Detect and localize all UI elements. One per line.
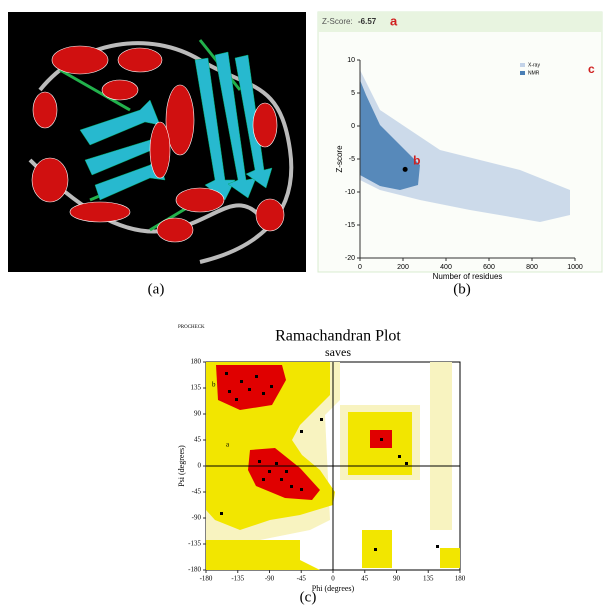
zscore-header: Z-Score: (322, 17, 353, 26)
y-tick-label: 5 (351, 90, 355, 97)
x-tick-label: 600 (483, 264, 495, 271)
zscore-clouds (360, 70, 570, 222)
panel-caption: (c) (300, 589, 317, 605)
region-label: b (212, 381, 216, 389)
legend-marker: c (588, 62, 595, 76)
rama-subtitle: saves (325, 345, 351, 359)
y-axis-label: Psi (degrees) (177, 445, 186, 487)
legend-label: NMR (528, 70, 540, 76)
legend-swatch (520, 71, 525, 75)
y-tick-label: 0 (198, 462, 202, 470)
y-tick-label: -180 (188, 566, 201, 574)
legend-label: X-ray (528, 62, 540, 68)
y-tick-label: -5 (349, 156, 355, 163)
panel-b-header (318, 12, 602, 32)
y-tick-label: -10 (345, 189, 355, 196)
x-tick-label: 200 (397, 264, 409, 271)
y-tick-label: 45 (194, 436, 202, 444)
y-tick-label: -135 (188, 540, 201, 548)
rama-title: Ramachandran Plot (275, 328, 401, 345)
y-tick-label: 0 (351, 123, 355, 130)
panel-caption: (b) (453, 281, 471, 297)
zscore-value: -6.57 (358, 17, 377, 26)
protein-structure (8, 12, 306, 272)
y-axis-label: Z-score (335, 145, 344, 173)
x-tick-label: 90 (393, 575, 401, 583)
y-tick-label: -90 (192, 514, 202, 522)
y-tick-label: 90 (194, 410, 202, 418)
x-tick-label: -90 (265, 575, 275, 583)
program-name: PROCHECK (178, 325, 205, 330)
panel-marker: a (390, 13, 398, 28)
y-tick-label: 180 (191, 358, 202, 366)
legend-swatch (520, 63, 525, 67)
x-tick-label: 800 (526, 264, 538, 271)
x-tick-label: 45 (361, 575, 369, 583)
y-tick-label: -15 (345, 222, 355, 229)
region-label: a (226, 441, 230, 449)
x-tick-label: 1000 (567, 264, 583, 271)
y-tick-label: -45 (192, 488, 202, 496)
x-tick-label: -45 (297, 575, 307, 583)
x-tick-label: 0 (358, 264, 362, 271)
y-tick-label: -20 (345, 255, 355, 262)
x-tick-label: 135 (423, 575, 434, 583)
panel-caption: (a) (148, 281, 165, 297)
x-tick-label: 0 (331, 575, 335, 583)
point-label: b (413, 154, 420, 168)
x-tick-label: -135 (231, 575, 244, 583)
y-tick-label: 135 (191, 384, 202, 392)
x-tick-label: 400 (440, 264, 452, 271)
x-axis-label: Phi (degrees) (312, 584, 355, 593)
x-tick-label: -180 (200, 575, 213, 583)
x-axis-label: Number of residues (433, 272, 503, 281)
query-point (402, 166, 408, 172)
x-tick-label: 180 (455, 575, 466, 583)
y-tick-label: 10 (347, 57, 355, 64)
